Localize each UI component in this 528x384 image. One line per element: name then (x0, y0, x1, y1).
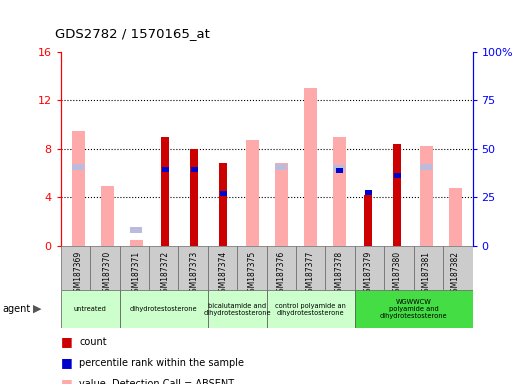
Bar (161, 137, 169, 246)
Bar (101, 186, 114, 246)
Bar (393, 173, 401, 178)
Bar (61, 246, 90, 290)
Bar (119, 290, 208, 328)
Text: count: count (79, 337, 107, 347)
Bar (267, 246, 296, 290)
Bar (72, 131, 84, 246)
Text: dihydrotestosterone: dihydrotestosterone (130, 306, 197, 312)
Text: agent: agent (3, 304, 31, 314)
Bar (325, 246, 355, 290)
Bar (220, 191, 227, 196)
Text: GSM187382: GSM187382 (451, 251, 460, 297)
Bar (267, 290, 355, 328)
Bar (355, 290, 473, 328)
Bar (364, 190, 372, 195)
Bar (414, 246, 443, 290)
Bar (304, 88, 317, 246)
Bar (129, 240, 143, 246)
Text: GSM187381: GSM187381 (422, 251, 431, 297)
Text: control polyamide an
dihydrotestosterone: control polyamide an dihydrotestosterone (275, 303, 346, 316)
Bar (393, 144, 401, 246)
Bar (191, 167, 198, 172)
Bar (119, 246, 149, 290)
Bar (149, 246, 178, 290)
Bar (296, 246, 325, 290)
Text: ■: ■ (61, 377, 72, 384)
Text: GSM187369: GSM187369 (73, 251, 82, 297)
Text: GSM187377: GSM187377 (306, 251, 315, 297)
Bar (364, 195, 372, 246)
Text: value, Detection Call = ABSENT: value, Detection Call = ABSENT (79, 379, 234, 384)
Bar (208, 246, 237, 290)
Bar (333, 165, 345, 172)
Bar (384, 246, 414, 290)
Text: GSM187373: GSM187373 (190, 251, 199, 297)
Bar (449, 188, 461, 246)
Bar (178, 246, 208, 290)
Bar (90, 246, 119, 290)
Text: GSM187374: GSM187374 (219, 251, 228, 297)
Bar (335, 168, 343, 173)
Text: GSM187370: GSM187370 (102, 251, 111, 297)
Text: GDS2782 / 1570165_at: GDS2782 / 1570165_at (55, 27, 210, 40)
Bar (190, 149, 198, 246)
Text: GSM187378: GSM187378 (335, 251, 344, 297)
Text: GSM187379: GSM187379 (364, 251, 373, 297)
Text: GSM187372: GSM187372 (161, 251, 169, 297)
Text: GSM187380: GSM187380 (393, 251, 402, 297)
Bar (130, 227, 142, 233)
Bar (219, 163, 227, 246)
Bar (162, 167, 169, 172)
Text: bicalutamide and
dihydrotestosterone: bicalutamide and dihydrotestosterone (203, 303, 271, 316)
Bar (237, 246, 267, 290)
Bar (72, 164, 84, 170)
Text: GSM187371: GSM187371 (131, 251, 140, 297)
Bar (275, 163, 288, 246)
Bar (443, 246, 473, 290)
Bar (355, 246, 384, 290)
Bar (61, 290, 119, 328)
Bar (208, 290, 267, 328)
Bar (246, 140, 259, 246)
Text: GSM187375: GSM187375 (248, 251, 257, 297)
Text: ▶: ▶ (33, 304, 42, 314)
Text: ■: ■ (61, 335, 72, 348)
Bar (420, 164, 432, 170)
Bar (420, 146, 432, 246)
Bar (275, 164, 287, 170)
Bar (333, 137, 346, 246)
Text: WGWWCW
polyamide and
dihydrotestosterone: WGWWCW polyamide and dihydrotestosterone (380, 299, 448, 319)
Text: ■: ■ (61, 356, 72, 369)
Text: untreated: untreated (74, 306, 107, 312)
Text: percentile rank within the sample: percentile rank within the sample (79, 358, 244, 368)
Text: GSM187376: GSM187376 (277, 251, 286, 297)
